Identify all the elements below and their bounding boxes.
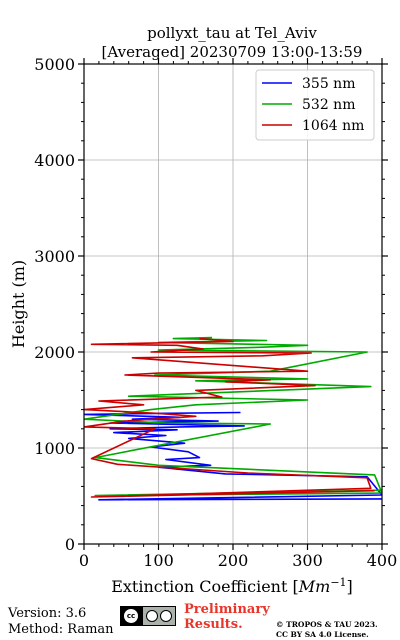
- y-axis-label: Height (m): [9, 260, 28, 348]
- series-line-1: [84, 411, 382, 501]
- legend-entries: 355 nm 532 nm 1064 nm: [262, 76, 364, 134]
- series-layer: [84, 336, 382, 501]
- chart-title-line-2: [Averaged] 20230709 13:00-13:59: [102, 43, 363, 61]
- cc-license-badge[interactable]: cc: [120, 606, 176, 626]
- y-tick-label: 3000: [34, 247, 75, 266]
- series-line-3: [84, 337, 375, 498]
- x-tick-label: 200: [218, 551, 249, 570]
- y-tick-label: 2000: [34, 343, 75, 362]
- x-tick-label: 0: [79, 551, 89, 570]
- chart-title-line-1: pollyxt_tau at Tel_Aviv: [147, 24, 317, 42]
- legend: 355 nm 532 nm 1064 nm: [255, 69, 375, 141]
- share-alike-icon: [160, 610, 172, 622]
- axis-ticks: [78, 58, 388, 550]
- extinction-profile-chart: pollyxt_tau at Tel_Aviv [Averaged] 20230…: [9, 24, 397, 596]
- copyright-line-2: CC BY SA 4.0 License.: [276, 630, 369, 639]
- y-tick-label: 1000: [34, 439, 75, 458]
- x-tick-label: 400: [367, 551, 398, 570]
- x-axis-label: Extinction Coefficient [Mm−1]: [111, 576, 353, 596]
- cc-icon: cc: [124, 609, 138, 623]
- y-tick-label: 5000: [34, 55, 75, 74]
- method-text: Method: Raman: [8, 622, 114, 637]
- preliminary-line-2: Results.: [184, 617, 243, 632]
- y-tick-label: 0: [65, 535, 75, 554]
- legend-box: [255, 69, 375, 141]
- by-attribution-icon: [146, 610, 158, 622]
- legend-label: 355 nm: [302, 76, 355, 92]
- version-text: Version: 3.6: [8, 606, 87, 621]
- preliminary-results-text: Preliminary Results.: [184, 602, 270, 632]
- legend-label: 532 nm: [302, 97, 355, 113]
- legend-label: 1064 nm: [302, 118, 364, 134]
- series-line-2: [84, 336, 382, 497]
- x-tick-label: 300: [292, 551, 323, 570]
- copyright-line-1: © TROPOS & TAU 2023.: [276, 620, 378, 629]
- preliminary-line-1: Preliminary: [184, 602, 270, 617]
- copyright-text: © TROPOS & TAU 2023. CC BY SA 4.0 Licens…: [276, 620, 378, 640]
- x-tick-label: 100: [143, 551, 174, 570]
- y-tick-label: 4000: [34, 151, 75, 170]
